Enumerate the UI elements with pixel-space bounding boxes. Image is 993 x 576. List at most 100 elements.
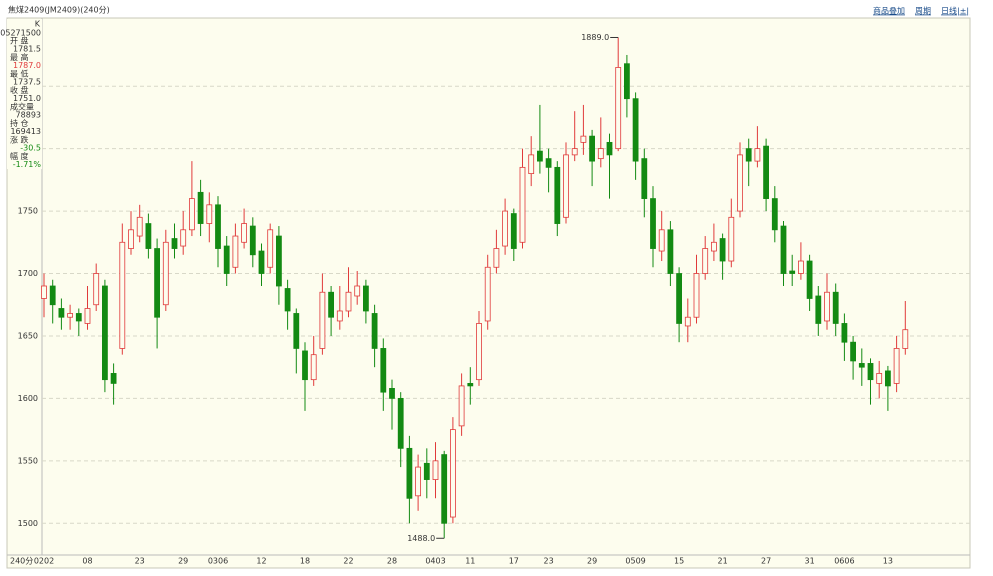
x-tick-label: 0202 xyxy=(34,557,54,566)
candle-body xyxy=(241,223,248,243)
candle-body xyxy=(223,245,230,274)
candle-body xyxy=(641,158,648,199)
field-label: 最 低 xyxy=(10,69,29,79)
candle-body xyxy=(397,397,404,449)
x-tick-label: 23 xyxy=(135,557,145,566)
candle-body xyxy=(249,225,256,256)
field-label: 最 高 xyxy=(10,52,29,62)
field-value: -30.5 xyxy=(20,144,41,153)
candle-body xyxy=(658,229,665,252)
panel-time: 05271500 xyxy=(0,29,41,38)
y-tick-label: 1550 xyxy=(18,456,38,465)
candle-body xyxy=(110,373,117,384)
x-tick-label: 29 xyxy=(587,557,597,566)
candle-body xyxy=(876,373,883,384)
candle-body xyxy=(519,166,526,243)
candle-body xyxy=(476,323,482,381)
candle-body xyxy=(841,323,848,343)
candle-body xyxy=(275,235,282,287)
y-tick-label: 1700 xyxy=(18,269,38,278)
x-tick-label: 0306 xyxy=(208,557,228,566)
x-tick-label: 08 xyxy=(82,557,92,566)
candle-body xyxy=(232,235,239,268)
candle-body xyxy=(128,229,134,249)
candle-body xyxy=(798,260,804,274)
candle-body xyxy=(571,148,578,156)
candle-body xyxy=(67,313,73,318)
candle-body xyxy=(780,225,787,274)
high-annotation: 1889.0 xyxy=(581,33,609,42)
candle-body xyxy=(684,316,691,327)
candle-body xyxy=(606,141,613,156)
x-tick-label: 22 xyxy=(343,557,353,566)
candle-body xyxy=(502,210,509,247)
candle-body xyxy=(371,313,378,349)
x-tick-label: 21 xyxy=(718,557,728,566)
candle-body xyxy=(389,388,395,399)
y-tick-label: 1600 xyxy=(18,394,38,403)
candle-body xyxy=(806,260,813,299)
candle-body xyxy=(632,98,639,162)
x-tick-label: 0403 xyxy=(425,557,445,566)
x-tick-label: 29 xyxy=(178,557,188,566)
candle-body xyxy=(188,198,195,231)
candle-body xyxy=(458,385,465,427)
candle-body xyxy=(328,291,335,318)
candle-body xyxy=(293,313,300,349)
candle-body xyxy=(484,266,491,322)
candle-body xyxy=(380,348,387,393)
candle-body xyxy=(771,198,778,231)
candle-body xyxy=(580,135,587,143)
candle-body xyxy=(136,216,143,237)
candle-body xyxy=(354,285,361,297)
candle-body xyxy=(589,135,595,162)
candle-body xyxy=(867,363,874,381)
candle-body xyxy=(423,462,430,480)
field-value: 1787.0 xyxy=(13,61,41,70)
period-label: 240分 xyxy=(10,557,33,566)
field-value: 1781.5 xyxy=(13,45,41,54)
x-tick-label: 28 xyxy=(387,557,397,566)
x-tick-label: 31 xyxy=(805,557,815,566)
candle-body xyxy=(528,154,535,175)
candle-body xyxy=(449,429,456,518)
chart-title: 焦煤2409(JM2409)(240分) xyxy=(8,5,110,15)
candle-body xyxy=(336,310,343,322)
candle-body xyxy=(667,229,674,274)
candle-body xyxy=(745,148,752,162)
period-link[interactable]: 周期 xyxy=(915,7,931,16)
candle-body xyxy=(171,238,178,249)
candle-body xyxy=(467,383,474,387)
candle-body xyxy=(824,291,830,322)
candle-body xyxy=(597,148,604,160)
candle-body xyxy=(650,198,656,249)
field-value: 169413 xyxy=(10,127,41,136)
candle-body xyxy=(702,248,709,274)
candle-body xyxy=(145,223,152,249)
candle-body xyxy=(754,148,761,162)
candle-body xyxy=(711,241,717,252)
view-link[interactable]: 日线|±| xyxy=(941,6,969,16)
candle-body xyxy=(545,158,552,168)
x-tick-label: 0606 xyxy=(834,557,854,566)
candle-body xyxy=(154,248,161,318)
candle-body xyxy=(406,447,413,499)
x-tick-label: 18 xyxy=(300,557,310,566)
overlay-link[interactable]: 商品叠加 xyxy=(873,6,905,16)
candle-body xyxy=(215,204,221,249)
candle-body xyxy=(441,454,448,524)
low-annotation: 1488.0 xyxy=(407,534,435,543)
candle-body xyxy=(345,291,352,312)
y-tick-label: 1500 xyxy=(18,519,38,528)
candle-body xyxy=(850,341,856,362)
candle-body xyxy=(763,145,769,199)
y-tick-label: 1650 xyxy=(18,331,38,340)
candle-body xyxy=(415,466,422,497)
y-tick-label: 1750 xyxy=(18,207,38,216)
candle-body xyxy=(180,229,187,247)
field-value: 1751.0 xyxy=(13,94,41,103)
field-label: 开 盘 xyxy=(10,36,29,46)
x-tick-label: 17 xyxy=(509,557,519,566)
x-tick-label: 23 xyxy=(544,557,554,566)
